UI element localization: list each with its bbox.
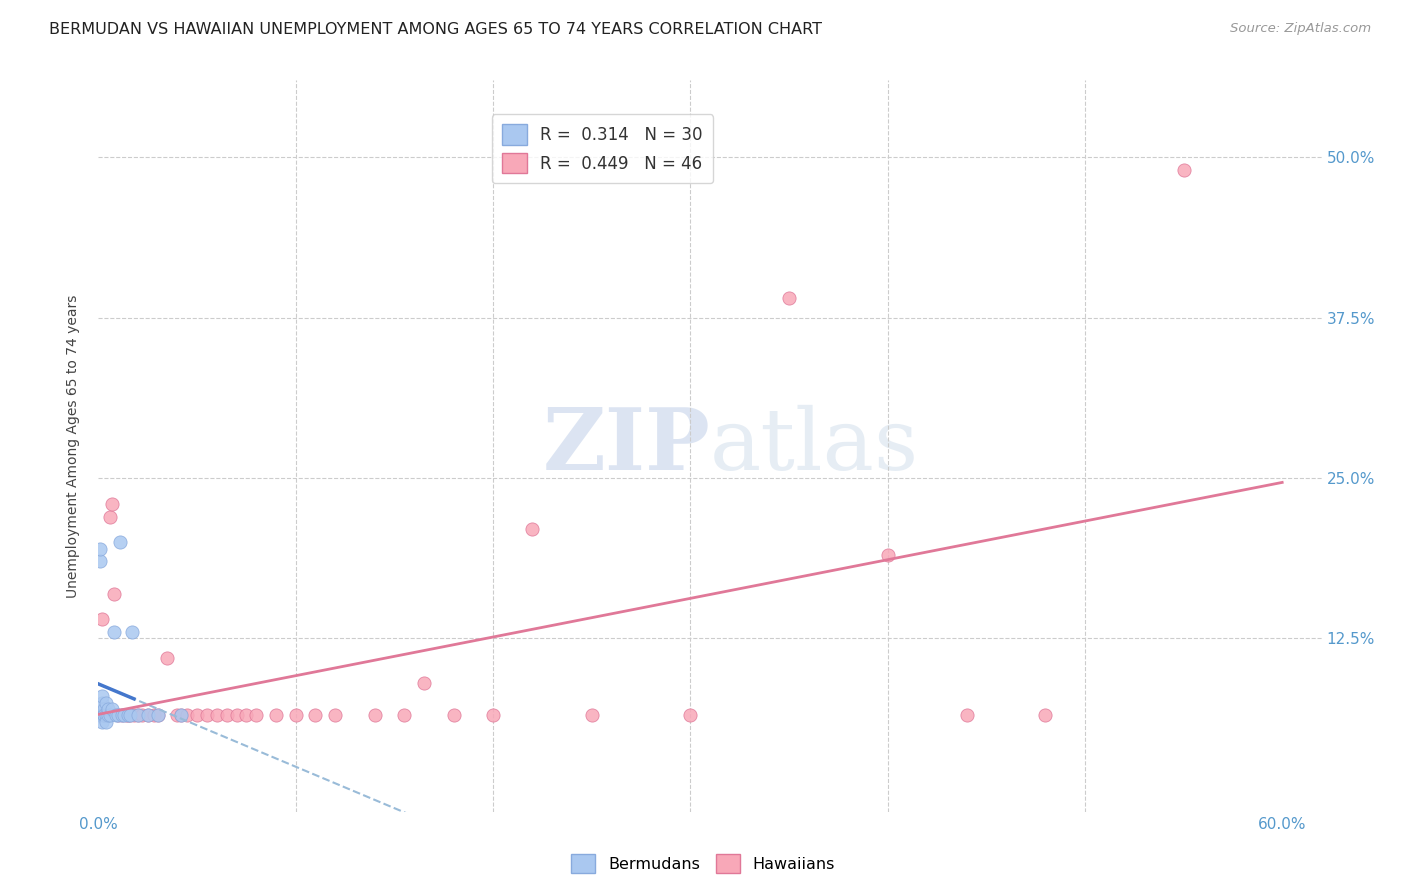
- Point: [284, 708, 307, 723]
- Point: [443, 708, 465, 723]
- Point: [1173, 163, 1195, 178]
- Point: [235, 708, 257, 723]
- Text: Source: ZipAtlas.com: Source: ZipAtlas.com: [1230, 22, 1371, 36]
- Point: [225, 708, 247, 723]
- Point: [97, 708, 120, 723]
- Point: [245, 708, 267, 723]
- Legend: Bermudans, Hawaiians: Bermudans, Hawaiians: [565, 847, 841, 880]
- Point: [1035, 708, 1057, 723]
- Point: [105, 708, 128, 723]
- Point: [581, 708, 603, 723]
- Point: [146, 708, 169, 723]
- Point: [96, 708, 118, 723]
- Point: [127, 708, 149, 723]
- Point: [136, 708, 159, 723]
- Point: [323, 708, 346, 723]
- Point: [142, 708, 165, 723]
- Point: [97, 702, 120, 716]
- Point: [136, 708, 159, 723]
- Point: [107, 708, 129, 723]
- Point: [91, 708, 114, 723]
- Point: [170, 708, 193, 723]
- Y-axis label: Unemployment Among Ages 65 to 74 years: Unemployment Among Ages 65 to 74 years: [66, 294, 80, 598]
- Point: [121, 625, 143, 640]
- Point: [96, 696, 118, 710]
- Point: [111, 708, 134, 723]
- Point: [89, 708, 111, 723]
- Point: [98, 708, 121, 723]
- Point: [170, 708, 193, 723]
- Text: ZIP: ZIP: [543, 404, 710, 488]
- Point: [195, 708, 218, 723]
- Point: [304, 708, 326, 723]
- Point: [115, 708, 138, 723]
- Point: [101, 497, 124, 511]
- Point: [215, 708, 238, 723]
- Point: [176, 708, 198, 723]
- Text: atlas: atlas: [710, 404, 920, 488]
- Point: [955, 708, 977, 723]
- Point: [112, 708, 135, 723]
- Point: [264, 708, 287, 723]
- Point: [413, 676, 436, 690]
- Point: [522, 523, 544, 537]
- Legend: R =  0.314   N = 30, R =  0.449   N = 46: R = 0.314 N = 30, R = 0.449 N = 46: [492, 114, 713, 183]
- Point: [91, 696, 114, 710]
- Point: [117, 708, 139, 723]
- Point: [146, 708, 169, 723]
- Point: [98, 509, 121, 524]
- Point: [118, 708, 141, 723]
- Text: BERMUDAN VS HAWAIIAN UNEMPLOYMENT AMONG AGES 65 TO 74 YEARS CORRELATION CHART: BERMUDAN VS HAWAIIAN UNEMPLOYMENT AMONG …: [49, 22, 823, 37]
- Point: [93, 708, 115, 723]
- Point: [107, 708, 129, 723]
- Point: [679, 708, 702, 723]
- Point: [93, 702, 115, 716]
- Point: [205, 708, 228, 723]
- Point: [91, 714, 114, 729]
- Point: [89, 541, 111, 556]
- Point: [91, 690, 114, 704]
- Point: [118, 708, 141, 723]
- Point: [127, 708, 149, 723]
- Point: [156, 650, 179, 665]
- Point: [778, 292, 800, 306]
- Point: [101, 702, 124, 716]
- Point: [89, 554, 111, 568]
- Point: [97, 708, 120, 723]
- Point: [186, 708, 208, 723]
- Point: [91, 612, 114, 626]
- Point: [117, 708, 139, 723]
- Point: [166, 708, 188, 723]
- Point: [363, 708, 385, 723]
- Point: [108, 535, 131, 549]
- Point: [103, 625, 125, 640]
- Point: [111, 708, 134, 723]
- Point: [876, 548, 898, 562]
- Point: [93, 708, 115, 723]
- Point: [392, 708, 416, 723]
- Point: [482, 708, 505, 723]
- Point: [131, 708, 153, 723]
- Point: [93, 708, 115, 723]
- Point: [103, 586, 125, 600]
- Point: [122, 708, 145, 723]
- Point: [89, 708, 111, 723]
- Point: [96, 714, 118, 729]
